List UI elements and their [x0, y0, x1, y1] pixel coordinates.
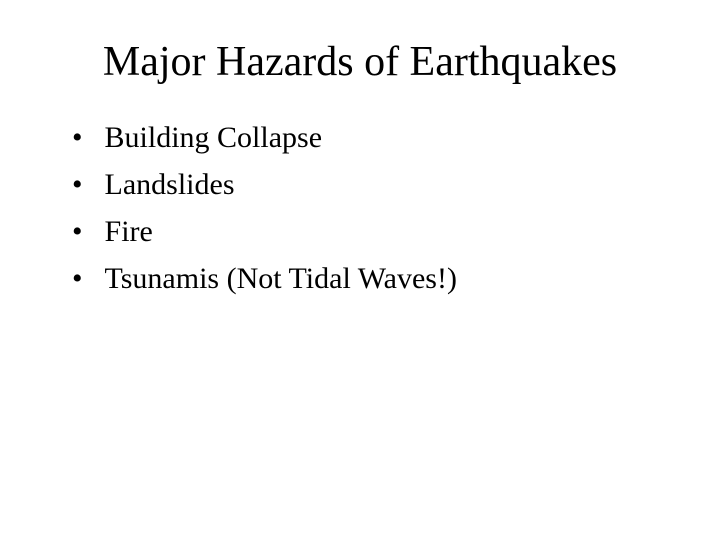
list-item: • Fire — [72, 212, 670, 251]
bullet-text: Building Collapse — [105, 118, 670, 157]
slide-title: Major Hazards of Earthquakes — [50, 38, 670, 86]
list-item: • Building Collapse — [72, 118, 670, 157]
bullet-marker-icon: • — [72, 212, 83, 251]
bullet-text: Fire — [105, 212, 670, 251]
slide-container: Major Hazards of Earthquakes • Building … — [0, 0, 720, 540]
bullet-text: Tsunamis (Not Tidal Waves!) — [105, 259, 670, 298]
list-item: • Tsunamis (Not Tidal Waves!) — [72, 259, 670, 298]
bullet-marker-icon: • — [72, 118, 83, 157]
bullet-list: • Building Collapse • Landslides • Fire … — [50, 118, 670, 298]
list-item: • Landslides — [72, 165, 670, 204]
bullet-marker-icon: • — [72, 165, 83, 204]
bullet-marker-icon: • — [72, 259, 83, 298]
bullet-text: Landslides — [105, 165, 670, 204]
